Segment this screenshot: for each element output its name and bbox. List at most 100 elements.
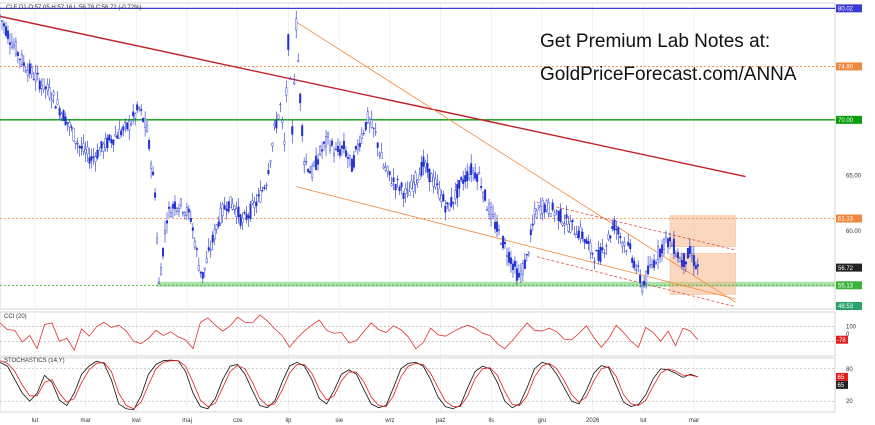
resistance-trendline xyxy=(0,15,746,178)
candle-body xyxy=(376,142,379,148)
candle-body xyxy=(193,240,196,248)
candle-body xyxy=(150,163,153,169)
candle-body xyxy=(283,141,286,145)
candle-body xyxy=(440,194,443,203)
candle-body xyxy=(629,243,632,250)
price-badge xyxy=(836,214,862,223)
candle-body xyxy=(573,233,576,235)
candle-body xyxy=(448,203,451,212)
candle-body xyxy=(535,210,538,219)
candle-body xyxy=(505,255,508,257)
candle-body xyxy=(78,145,81,148)
candle-body xyxy=(466,171,469,182)
candle-body xyxy=(657,246,660,260)
price-badge xyxy=(836,62,862,71)
candle-body xyxy=(263,186,266,190)
candle-body xyxy=(225,208,228,212)
candle-body xyxy=(635,269,638,271)
candle-body xyxy=(557,210,560,222)
candle-body xyxy=(165,220,168,224)
candle-body xyxy=(585,239,588,244)
candle-body xyxy=(488,203,491,215)
candle-body xyxy=(422,156,425,167)
candle-body xyxy=(313,162,316,166)
candle-body xyxy=(98,149,101,156)
candle-body xyxy=(428,168,431,182)
channel-lower-line xyxy=(296,186,736,300)
candle-body xyxy=(191,227,194,231)
candle-body xyxy=(104,138,107,148)
candle-body xyxy=(621,242,624,247)
candle-body xyxy=(645,271,648,283)
candle-body xyxy=(426,163,429,173)
candle-body xyxy=(142,117,145,122)
cci-axis-tick-label: 0 xyxy=(846,332,850,338)
candle-body xyxy=(474,172,477,179)
time-axis-tick-label: 2026 xyxy=(586,418,600,424)
candle-body xyxy=(26,69,29,76)
candle-body xyxy=(456,184,459,198)
candle-body xyxy=(134,113,137,119)
candle-body xyxy=(303,161,306,165)
candle-body xyxy=(378,153,381,156)
candle-body xyxy=(490,207,493,220)
candle-body xyxy=(476,174,479,182)
candle-body xyxy=(344,150,347,157)
candle-body xyxy=(523,259,526,269)
candle-body xyxy=(138,107,141,109)
candle-body xyxy=(291,126,294,135)
candle-body xyxy=(285,87,288,96)
support-zone xyxy=(157,281,836,287)
candle-body xyxy=(199,271,202,274)
price-badge-label: 55.13 xyxy=(838,283,854,289)
candle-body xyxy=(2,23,5,27)
candle-body xyxy=(112,139,115,145)
candle-body xyxy=(672,238,675,255)
candle-body xyxy=(58,108,61,116)
candle-body xyxy=(613,219,616,231)
candle-body xyxy=(553,212,556,216)
candle-body xyxy=(559,208,562,222)
stochastics-frame xyxy=(0,357,836,413)
time-axis-tick-label: mar xyxy=(689,418,699,424)
candle-body xyxy=(181,211,184,214)
candle-body xyxy=(334,148,337,150)
candle-body xyxy=(315,155,318,170)
candle-body xyxy=(0,15,2,17)
candle-body xyxy=(444,205,447,213)
candle-body xyxy=(501,236,504,249)
candle-body xyxy=(386,166,389,172)
candle-body xyxy=(569,221,572,233)
candle-body xyxy=(364,121,367,130)
candle-body xyxy=(305,161,308,163)
candle-body xyxy=(686,248,689,259)
candle-body xyxy=(323,141,326,144)
candle-body xyxy=(601,247,604,251)
candle-body xyxy=(213,229,216,240)
candle-body xyxy=(450,196,453,207)
candle-body xyxy=(682,253,685,268)
price-badge-label: 70.00 xyxy=(838,118,854,124)
candle-body xyxy=(470,163,473,175)
cci-value-badge xyxy=(836,335,848,344)
candle-body xyxy=(88,157,91,164)
candle-body xyxy=(309,171,312,174)
candle-body xyxy=(342,140,345,150)
candle-body xyxy=(438,188,441,199)
candle-body xyxy=(249,203,252,220)
candle-body xyxy=(259,190,262,203)
candle-body xyxy=(128,120,131,131)
cci-label: CCI (20) xyxy=(4,314,27,320)
candle-body xyxy=(223,205,226,210)
candle-body xyxy=(319,146,322,155)
candle-body xyxy=(96,149,99,159)
candle-body xyxy=(667,238,670,248)
candle-body xyxy=(537,205,540,208)
candle-body xyxy=(382,165,385,169)
candle-body xyxy=(545,200,548,211)
candle-body xyxy=(38,80,41,90)
candle-body xyxy=(498,229,501,231)
candle-body xyxy=(631,257,634,263)
candle-body xyxy=(28,63,31,74)
